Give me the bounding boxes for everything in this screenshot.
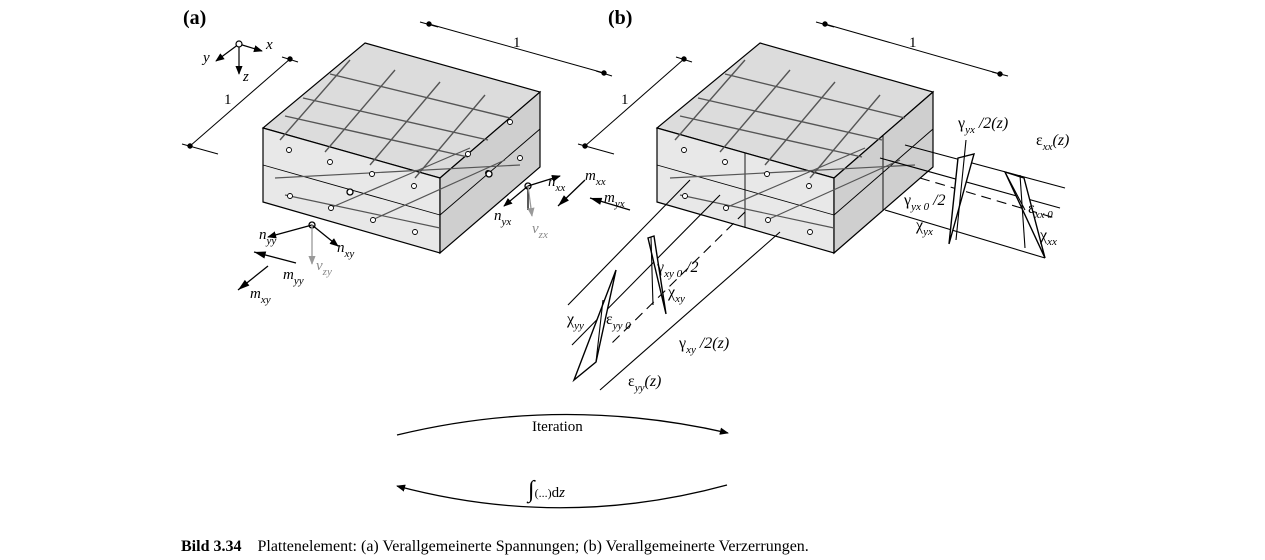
- panel-a: (a) x y z 1 1: [181, 7, 631, 306]
- label-m-xx: mxx: [585, 168, 606, 188]
- label-eps-xx: εxx(z): [1036, 132, 1069, 153]
- label-n-yy: nyy: [259, 227, 276, 247]
- figure-caption: Bild 3.34 Plattenelement: (a) Verallgeme…: [181, 538, 809, 556]
- label-gamma-yx0: γyx 0 /2: [903, 192, 946, 213]
- iteration-label: Iteration: [532, 419, 583, 435]
- coordinate-axes: [215, 40, 263, 75]
- panel-b: (b) 1 1: [566, 7, 1069, 394]
- label-n-xx: nxx: [548, 174, 565, 194]
- label-chi-xx: χxx: [1039, 227, 1057, 248]
- caption-text: Plattenelement: (a) Verallgemeinerte Spa…: [257, 538, 809, 555]
- dim-y-label-b: 1: [621, 92, 629, 108]
- label-gamma-yx-half: γyx /2(z): [957, 115, 1008, 136]
- panel-b-label: (b): [608, 7, 632, 29]
- force-arrows-y: [237, 188, 354, 291]
- label-v-zx: vzx: [532, 221, 548, 241]
- caption-number: Bild 3.34: [181, 538, 242, 555]
- dimension-lines-a: [181, 21, 613, 155]
- label-eps-yy0: εyy 0: [606, 311, 631, 332]
- label-v-zy: vzy: [316, 258, 332, 278]
- dimension-lines-b: [577, 21, 1009, 155]
- axis-z-label: z: [242, 69, 249, 85]
- axis-y-label: y: [201, 50, 210, 66]
- integral-label: ∫(...)dz: [526, 477, 565, 504]
- axis-x-label: x: [265, 37, 273, 53]
- label-m-yy: myy: [283, 267, 304, 287]
- label-eps-yy: εyy(z): [628, 373, 661, 394]
- label-eps-xx0: εxx 0: [1028, 200, 1053, 221]
- label-chi-yy: χyy: [566, 311, 584, 332]
- strain-diagrams-y: [567, 179, 781, 391]
- dim-y-label-a: 1: [224, 92, 232, 108]
- strain-diagrams-x: [879, 139, 1066, 259]
- label-n-yx: nyx: [494, 208, 511, 228]
- label-m-yx: myx: [604, 190, 625, 210]
- plate-block-b: [655, 42, 935, 255]
- label-n-xy: nxy: [337, 240, 354, 260]
- iteration-arrows: [396, 413, 729, 509]
- dim-x-label-b: 1: [909, 35, 917, 51]
- force-arrows-x: [485, 170, 631, 217]
- label-m-xy: mxy: [250, 286, 271, 306]
- panel-a-label: (a): [183, 7, 206, 29]
- label-gamma-xy0: γxy 0 /2: [656, 259, 699, 280]
- label-chi-xy: χxy: [667, 284, 685, 305]
- dim-x-label-a: 1: [513, 35, 521, 51]
- label-gamma-xy-half: γxy /2(z): [678, 335, 729, 356]
- label-chi-yx: χyx: [915, 217, 933, 238]
